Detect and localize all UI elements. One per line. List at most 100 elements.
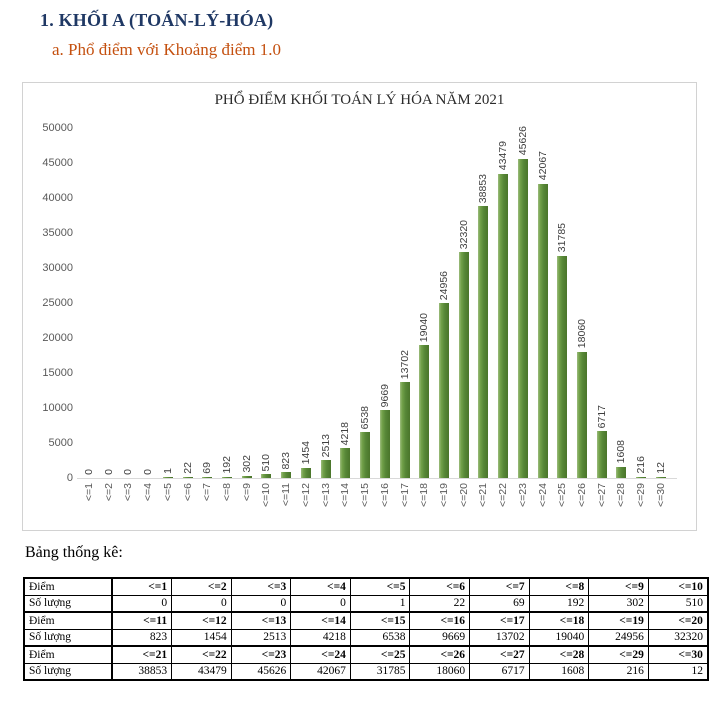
table-cell-count: 24956: [588, 628, 649, 647]
row-label: Số lượng: [23, 662, 113, 681]
bar: [498, 173, 509, 478]
row-label: Điểm: [23, 645, 113, 664]
x-axis-tick-label: <=29: [635, 483, 648, 507]
x-axis-tick-label: <=13: [319, 483, 332, 507]
table-cell-count: 38853: [111, 662, 173, 681]
table-cell-score: <=9: [588, 577, 649, 596]
table-cell-score: <=8: [528, 577, 590, 596]
x-axis-tick-label: <=26: [576, 483, 588, 507]
x-axis-tick-label: <=4: [142, 483, 155, 502]
table-cell-score: <=22: [171, 645, 232, 664]
bar: [537, 183, 548, 478]
table-cell-count: 31785: [349, 662, 411, 681]
bar: [379, 410, 390, 478]
x-axis-tick-label: <=24: [536, 483, 549, 507]
y-axis-tick-label: 40000: [42, 192, 73, 204]
bar: [340, 448, 351, 478]
table-cell-count: 9669: [409, 628, 471, 647]
bar-value-label: 43479: [497, 141, 510, 171]
table-cell-score: <=17: [469, 611, 530, 630]
bar: [458, 251, 469, 478]
table-cell-score: <=16: [409, 611, 471, 630]
y-axis-tick-label: 20000: [42, 332, 73, 344]
x-axis-tick-label: <=8: [221, 483, 234, 502]
table-row-score: Điểm <=11 <=12 <=13 <=14 <=15 <=16 <=17 <=18 <=19…: [23, 611, 709, 630]
bar: [596, 430, 607, 478]
bar: [162, 476, 173, 478]
bar: [478, 206, 489, 478]
table-cell-count: 2513: [230, 628, 292, 647]
bar-value-label: 0: [142, 469, 155, 475]
y-axis-tick-label: 10000: [42, 402, 73, 414]
row-label: Điểm: [23, 611, 113, 630]
bar: [655, 476, 666, 478]
bar-value-label: 2513: [319, 434, 332, 458]
table-cell-score: <=24: [290, 645, 351, 664]
bar: [517, 158, 528, 478]
bar: [360, 432, 371, 478]
x-axis-tick-label: <=27: [595, 483, 608, 507]
x-axis-tick-label: <=10: [260, 483, 273, 507]
bar-value-label: 13702: [398, 349, 411, 380]
table-cell-score: <=19: [588, 611, 649, 630]
x-axis-tick-label: <=9: [240, 483, 253, 502]
x-axis-tick-label: <=11: [280, 483, 293, 507]
x-axis-tick-label: <=6: [181, 483, 194, 502]
table-cell-score: <=4: [290, 577, 351, 596]
bar: [300, 467, 311, 478]
bar-value-label: 823: [280, 451, 293, 470]
table-cell-count: 69: [469, 594, 530, 613]
y-axis-tick-label: 45000: [42, 157, 73, 169]
table-cell-score: <=27: [469, 645, 530, 664]
table-cell-count: 1: [349, 594, 411, 613]
bar: [438, 303, 449, 478]
table-row-count: Số lượng 38853 43479 45626 42067 31785 18060 67…: [23, 662, 709, 681]
bar-value-label: 0: [83, 469, 95, 475]
table-row-count: Số lượng 0 0 0 0 1 22 69 192 302 510: [23, 594, 709, 613]
x-axis-tick-label: <=16: [378, 483, 391, 507]
bar-value-label: 6717: [595, 404, 608, 428]
table-cell-count: 6538: [349, 628, 411, 647]
table-cell-count: 4218: [290, 628, 351, 647]
table-cell-score: <=30: [647, 645, 709, 664]
bar-value-label: 1: [161, 467, 174, 474]
x-axis-tick-label: <=23: [516, 483, 529, 507]
x-axis-tick-label: <=18: [418, 483, 431, 507]
table-cell-score: <=28: [528, 645, 590, 664]
bar: [202, 476, 213, 478]
subsection-heading: a. Phổ điểm với Khoảng điểm 1.0: [52, 40, 282, 59]
table-cell-count: 18060: [409, 662, 471, 681]
table-cell-score: <=18: [528, 611, 590, 630]
bar-value-label: 32320: [457, 219, 470, 249]
bar: [281, 472, 292, 478]
y-axis-tick-label: 0: [66, 472, 73, 484]
x-axis-tick-label: <=21: [477, 483, 490, 507]
table-cell-count: 6717: [469, 662, 530, 681]
bar: [261, 474, 272, 478]
row-label: Điểm: [23, 577, 113, 596]
table-cell-count: 43479: [171, 662, 232, 681]
table-row-score: Điểm <=1 <=2 <=3 <=4 <=5 <=6 <=7 <=8 <=9 <=10: [23, 577, 709, 596]
table-cell-count: 19040: [528, 628, 590, 647]
chart-title: PHỔ ĐIỂM KHỐI TOÁN LÝ HÓA NĂM 2021: [214, 92, 505, 108]
table-cell-score: <=15: [349, 611, 411, 630]
x-axis-tick-label: <=15: [359, 483, 372, 507]
score-distribution-chart: PHỔ ĐIỂM KHỐI TOÁN LÝ HÓA NĂM 2021 0 5000…: [22, 82, 697, 531]
bar-value-label: 24956: [437, 271, 450, 301]
table-cell-score: <=2: [171, 577, 232, 596]
bar: [320, 460, 331, 478]
bar: [557, 255, 568, 478]
x-axis-tick-label: <=7: [201, 483, 214, 502]
table-cell-score: <=23: [230, 645, 292, 664]
bar-value-label: 38853: [477, 173, 490, 204]
bar-value-label: 302: [240, 455, 253, 473]
table-cell-count: 0: [230, 594, 292, 613]
table-row-count: Số lượng 823 1454 2513 4218 6538 9669 13702 1904…: [23, 628, 709, 647]
table-cell-count: 1608: [528, 662, 590, 681]
table-cell-score: <=13: [230, 611, 292, 630]
x-axis-tick-label: <=19: [437, 483, 450, 507]
bar-value-label: 510: [260, 453, 273, 472]
y-axis-tick-label: 5000: [48, 437, 73, 449]
bar: [636, 476, 647, 478]
